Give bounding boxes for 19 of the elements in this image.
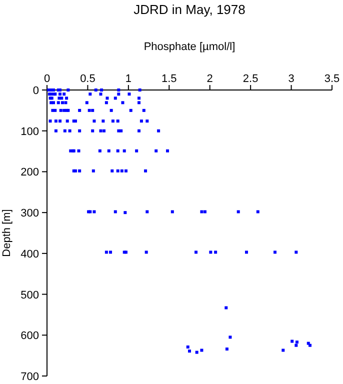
x-tick-label: 0.5 <box>80 73 96 85</box>
x-tick-label: 0 <box>44 73 50 85</box>
x-tick-label: 3.5 <box>324 73 340 85</box>
y-tick-label: 600 <box>20 330 39 342</box>
y-tick-label: 500 <box>20 289 39 302</box>
x-tick-label: 2 <box>206 73 213 85</box>
y-tick-label: 0 <box>32 85 39 97</box>
x-tick-label: 1 <box>125 73 132 85</box>
x-tick-label: 3 <box>288 73 294 85</box>
chart-title: JDRD in May, 1978 <box>134 2 246 17</box>
x-axis-title: Phosphate [µmol/l] <box>144 41 236 53</box>
y-tick-label: 100 <box>20 126 39 138</box>
x-tick-label: 1.5 <box>161 73 177 85</box>
y-tick-label: 300 <box>20 208 39 220</box>
x-tick-label: 2.5 <box>242 73 258 85</box>
y-tick-label: 700 <box>20 371 39 383</box>
y-axis-title: Depth [m] <box>1 209 13 257</box>
y-tick-label: 400 <box>20 248 39 260</box>
y-tick-label: 200 <box>20 166 39 179</box>
